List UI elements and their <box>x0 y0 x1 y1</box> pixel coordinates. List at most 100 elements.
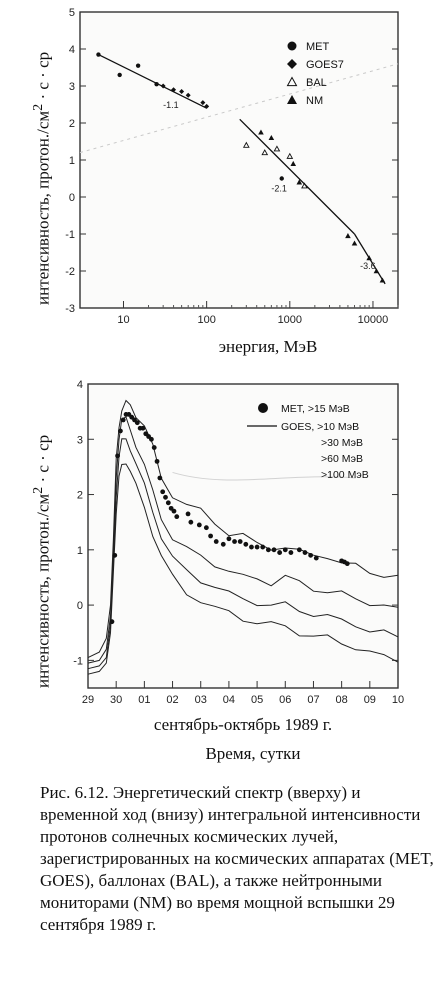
goes-series-line <box>87 399 399 659</box>
nm-point <box>351 240 358 246</box>
legend-label: >60 МэВ <box>321 453 363 465</box>
x-tick-label: 29 <box>82 694 94 706</box>
energy-spectrum-chart: -3 -2 -1 0 1 2 3 4 5 10 100 1000 10000 -1.1 -2.1 -3.6 ME… <box>0 0 446 330</box>
y-tick-label: -2 <box>65 266 75 278</box>
time-profile-chart: -1 0 1 2 3 4 29 30 01 02 03 04 05 06 07 08 09 10 MET, >15 … <box>0 370 446 715</box>
met-point <box>271 547 277 553</box>
bal-point <box>301 182 308 189</box>
plot-frame <box>87 383 399 689</box>
y-tick-label: -1 <box>73 655 83 667</box>
met-point <box>288 550 294 555</box>
goes7-point <box>171 87 177 93</box>
met-point <box>174 514 180 520</box>
met-point <box>279 176 284 181</box>
met-point <box>118 428 123 434</box>
legend-label: MET <box>306 41 330 53</box>
met-point <box>160 489 166 495</box>
power-law-fit-line <box>239 118 355 235</box>
met-point <box>226 536 232 542</box>
met-point <box>344 561 350 567</box>
x-tick-label: 07 <box>307 694 319 706</box>
nm-point <box>268 135 275 141</box>
met-point <box>220 541 226 547</box>
y-tick-label: -1 <box>65 229 75 241</box>
goes7-point <box>185 92 191 98</box>
bal-point <box>242 141 250 148</box>
met-point <box>265 547 271 553</box>
nm-point <box>290 160 297 166</box>
legend-label: >100 МэВ <box>321 469 369 481</box>
met-point <box>171 508 177 514</box>
y-tick-label: 4 <box>77 379 83 391</box>
met-point <box>313 555 319 561</box>
fit-slope-label: -1.1 <box>163 100 179 110</box>
met-point <box>115 453 120 459</box>
met-point <box>203 525 209 531</box>
met-point <box>149 436 154 442</box>
goes7-point <box>204 103 210 109</box>
x-tick-label: 06 <box>279 694 291 706</box>
x-tick-label: 10 <box>117 314 129 326</box>
goes7-point <box>179 89 185 95</box>
x-tick-label: 10000 <box>358 314 389 326</box>
goes7-point <box>160 83 166 89</box>
x-tick-label: 1000 <box>278 314 302 326</box>
met-point <box>296 547 302 553</box>
met-point <box>96 52 101 57</box>
x-tick-label: 02 <box>166 694 178 706</box>
met-point <box>165 500 171 506</box>
legend-marker-goes7 <box>287 59 297 69</box>
met-point <box>154 458 160 464</box>
met-point <box>140 425 146 431</box>
goes-series-line <box>87 416 399 664</box>
legend-marker-nm <box>287 95 297 104</box>
nm-point <box>345 233 351 239</box>
figure-caption: Рис. 6.12. Энергетический спектр (вверху… <box>40 783 434 934</box>
met-point <box>188 519 194 525</box>
met-point <box>120 417 126 423</box>
x-tick-label: 10 <box>392 694 404 706</box>
faint-reference-line <box>79 63 399 154</box>
x-axis-label-bottom: сентябрь-октябрь 1989 г. <box>153 715 333 734</box>
nm-point <box>379 277 386 283</box>
y-tick-label: 2 <box>77 490 83 502</box>
y-axis-label-top: интенсивность, протон./см2 · с · ср <box>30 51 53 305</box>
met-point <box>185 511 191 517</box>
met-point <box>237 539 243 544</box>
legend-marker-met <box>258 403 268 413</box>
bal-point <box>273 145 281 152</box>
nm-point <box>373 268 380 274</box>
legend-label: GOES7 <box>306 59 344 71</box>
fit-slope-label: -3.6 <box>360 261 376 271</box>
met-point <box>254 544 260 550</box>
power-law-fit-line <box>98 53 207 109</box>
legend-marker-met <box>287 41 297 51</box>
bal-point <box>261 149 269 156</box>
goes-series-line <box>87 463 399 675</box>
met-point <box>249 544 254 550</box>
x-axis-label-top: энергия, МэВ <box>218 337 318 356</box>
nm-point <box>366 255 372 261</box>
met-point <box>243 541 249 547</box>
x-tick-label: 30 <box>110 694 122 706</box>
met-point <box>117 72 122 78</box>
met-point <box>213 539 219 544</box>
met-point <box>282 547 288 553</box>
nm-point <box>258 129 264 135</box>
met-point <box>260 544 266 550</box>
x-tick-label: 100 <box>197 314 215 326</box>
met-point <box>157 475 163 481</box>
legend-label: >30 МэВ <box>321 437 363 449</box>
y-tick-label: 5 <box>69 7 75 19</box>
bal-point <box>286 152 294 159</box>
met-point <box>134 420 140 426</box>
y-tick-label: 4 <box>69 44 75 56</box>
y-tick-label: 0 <box>69 192 75 204</box>
y-tick-label: 3 <box>69 81 75 93</box>
legend-marker-bal <box>286 76 298 87</box>
met-point <box>277 550 283 555</box>
y-axis-label-bottom: интенсивность, протон./см2 · с · ср <box>30 434 53 688</box>
x-tick-label: 03 <box>195 694 207 706</box>
met-point <box>154 81 159 87</box>
